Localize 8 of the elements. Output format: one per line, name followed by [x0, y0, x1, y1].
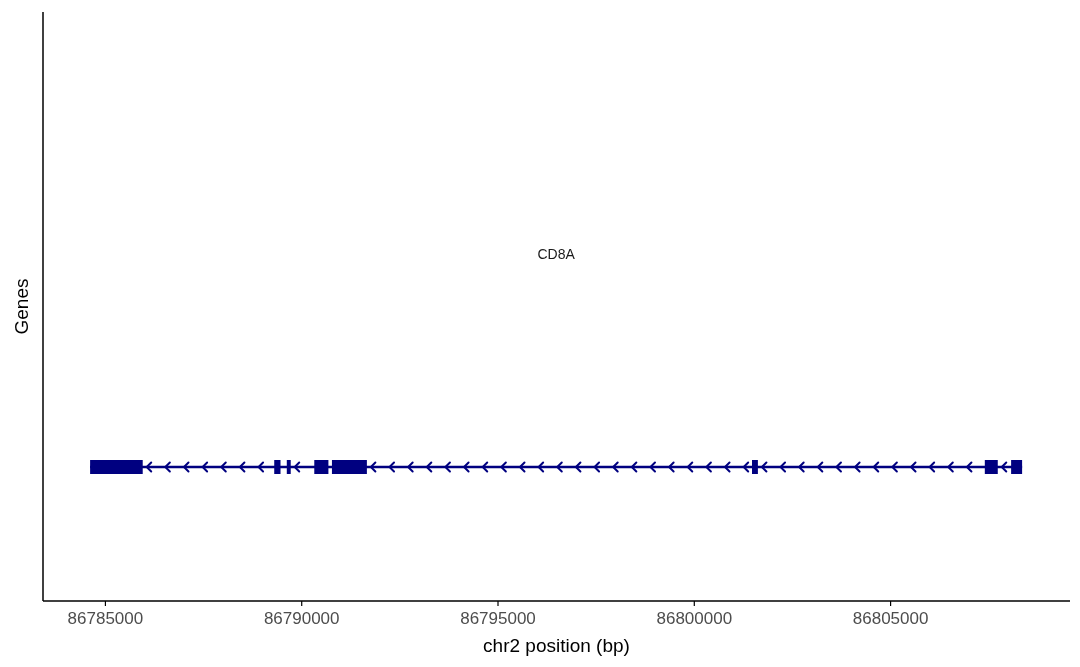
- x-tick-label: 86790000: [263, 609, 340, 629]
- x-tick-label: 86785000: [67, 609, 144, 629]
- x-tick-label: 86795000: [460, 609, 536, 629]
- x-tick-label: 86805000: [852, 609, 929, 629]
- annotation: CD8A: [537, 246, 576, 262]
- x-tick-label: 86800000: [656, 609, 733, 629]
- x-axis-title: chr2 position (bp): [483, 634, 630, 656]
- y-axis-title: Genes: [10, 278, 32, 335]
